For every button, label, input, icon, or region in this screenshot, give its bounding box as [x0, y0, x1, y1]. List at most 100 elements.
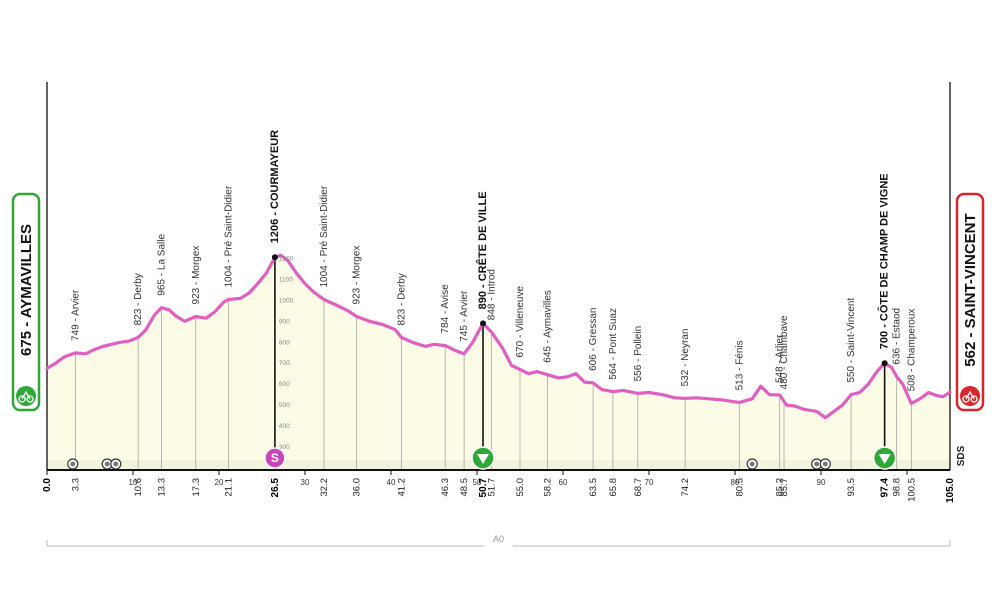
- waypoint-label: 823 - Derby: [133, 273, 144, 325]
- waypoint-km-label: 17.3: [191, 478, 202, 497]
- tunnel-icon: [110, 458, 122, 470]
- tunnel-icon: [811, 458, 823, 470]
- cyclist-wheel: [26, 395, 34, 403]
- x-tick-label: 80: [731, 478, 740, 487]
- waypoint-label: 532 - Neyran: [680, 329, 691, 387]
- tunnel-icon: [67, 458, 79, 470]
- waypoint-km-label: 3.3: [70, 478, 81, 491]
- waypoint-label: 823 - Derby: [396, 273, 407, 325]
- tunnel-icon-core: [749, 461, 755, 467]
- waypoint-km-label: 85.7: [779, 478, 790, 497]
- start-label-box: [11, 192, 41, 412]
- waypoint-label: 513 - Fénis: [734, 340, 745, 390]
- waypoint-km-label: 13.3: [156, 478, 167, 497]
- altitude-tick-label: 700: [279, 360, 290, 367]
- waypoint-label: 1004 - Pré Saint-Didier: [319, 185, 330, 287]
- tunnel-icon-core: [113, 461, 119, 467]
- waypoint-label: 564 - Pont Suaz: [608, 308, 619, 380]
- altitude-tick-label: 500: [279, 402, 290, 409]
- waypoint-km-label: 74.2: [680, 478, 691, 497]
- waypoint-label: 636 - Estaod: [892, 308, 903, 365]
- summit-dot: [881, 360, 888, 367]
- x-tick-label: 70: [645, 478, 654, 487]
- profile-area: [47, 255, 950, 470]
- profile-base-band: [47, 460, 950, 470]
- waypoint-label: 784 - Avise: [440, 284, 451, 334]
- profile-fill: [47, 255, 950, 470]
- waypoint-label: 923 - Morgex: [191, 246, 202, 305]
- waypoint-km-label: 80.5: [734, 478, 745, 497]
- waypoint-label: 1004 - Pré Saint-Didier: [223, 185, 234, 287]
- waypoint-km-label: 41.2: [396, 478, 407, 497]
- altitude-tick-label: 900: [279, 318, 290, 325]
- tunnel-icon-core: [822, 461, 828, 467]
- tunnel-icon: [819, 458, 831, 470]
- waypoint-km-label: 65.8: [608, 478, 619, 497]
- waypoint-km-label: 46.3: [440, 478, 451, 497]
- profile-icons: S SDS: [67, 254, 967, 470]
- waypoint-km-label: 21.1: [223, 478, 234, 497]
- waypoint-km-label: 48.5: [459, 478, 470, 497]
- x-tick-label: 50: [473, 478, 482, 487]
- altitude-tick-label: 1000: [279, 297, 294, 304]
- x-axis: 10 20 30 40 50 60 70 80 90: [46, 469, 950, 487]
- cyclist-wheel: [970, 395, 978, 403]
- waypoint-label: 965 - La Salle: [156, 234, 167, 296]
- mountain-prize-icon: [471, 446, 495, 470]
- waypoint-label: 606 - Gressan: [588, 308, 599, 371]
- start-km-label: 0.0: [42, 478, 53, 492]
- finish-km-label: 105.0: [945, 478, 956, 503]
- start-marker: 675 - AYMAVILLES: [11, 192, 41, 412]
- sprint-icon-disc: [264, 447, 286, 469]
- tunnel-icon-core: [70, 461, 76, 467]
- road-label-background: [484, 535, 513, 549]
- waypoint-km-labels: 0.0 105.0 3.3 10.6 13.3 17.3 21.1 26.5 32.2 36.0 4…: [42, 478, 956, 503]
- altitude-ticks: 300 400 500 600 700 800 900 1000 1100 1200: [279, 255, 294, 451]
- waypoint-km-label: 68.7: [633, 478, 644, 497]
- finish-label-box: [955, 192, 985, 412]
- mountain-prize-icon: [872, 446, 897, 470]
- waypoint-km-label: 85.2: [775, 478, 786, 497]
- tunnel-icon-core: [814, 461, 820, 467]
- altitude-tick-label: 800: [279, 339, 290, 346]
- x-tick-label: 10: [129, 478, 138, 487]
- waypoint-label: 645 - Aymavilles: [543, 290, 554, 363]
- finish-label: 562 - SAINT-VINCENT: [962, 213, 979, 366]
- tunnel-icon: [746, 458, 758, 470]
- altitude-tick-label: 600: [279, 381, 290, 388]
- cyclist-start-icon: [16, 386, 36, 406]
- waypoint-labels: 749 - Arvier 823 - Derby 965 - La Salle 923…: [70, 130, 917, 392]
- summit-dot: [480, 320, 487, 327]
- x-tick-label: 20: [215, 478, 224, 487]
- waypoint-km-label: 36.0: [352, 478, 363, 497]
- cyclist-finish-icon: [960, 386, 980, 406]
- waypoint-label: 550 - Saint-Vincent: [846, 298, 857, 383]
- waypoint-km-label: 100.5: [906, 478, 917, 502]
- cyclist-wheel: [18, 395, 26, 403]
- waypoint-km-label: 58.2: [543, 478, 554, 497]
- waypoint-km-label: 93.5: [846, 478, 857, 497]
- altitude-tick-label: 1100: [279, 276, 293, 283]
- waypoint-label: 548 - Arlier: [775, 334, 786, 383]
- profile-line: [45, 253, 952, 420]
- major-waypoint-label: 890 - CRÊTE DE VILLE: [476, 191, 489, 309]
- waypoint-label: 670 - Villeneuve: [515, 286, 526, 358]
- major-waypoint-label: 700 - CÔTE DE CHAMP DE VIGNE: [878, 173, 891, 349]
- major-waypoint-label: 1206 - COURMAYEUR: [269, 130, 281, 243]
- waypoint-km-label: 63.5: [588, 478, 599, 497]
- waypoint-label: 923 - Morgex: [352, 246, 363, 305]
- x-tick-label: 40: [387, 478, 396, 487]
- waypoint-km-label: 32.2: [319, 478, 330, 497]
- waypoint-label: 745 - Arvier: [459, 290, 470, 342]
- road-bracket: A0: [46, 534, 951, 549]
- waypoint-km-label: 26.5: [270, 478, 281, 498]
- cyclist-wheel: [962, 395, 970, 403]
- waypoint-km-label: 50.7: [478, 478, 489, 498]
- waypoint-km-label: 97.4: [880, 478, 891, 498]
- waypoint-km-label: 51.7: [487, 478, 498, 497]
- x-tick-label: 30: [301, 478, 310, 487]
- x-tick-label: 90: [817, 478, 826, 487]
- summit-dot: [271, 254, 278, 261]
- waypoint-km-label: 98.8: [892, 478, 903, 497]
